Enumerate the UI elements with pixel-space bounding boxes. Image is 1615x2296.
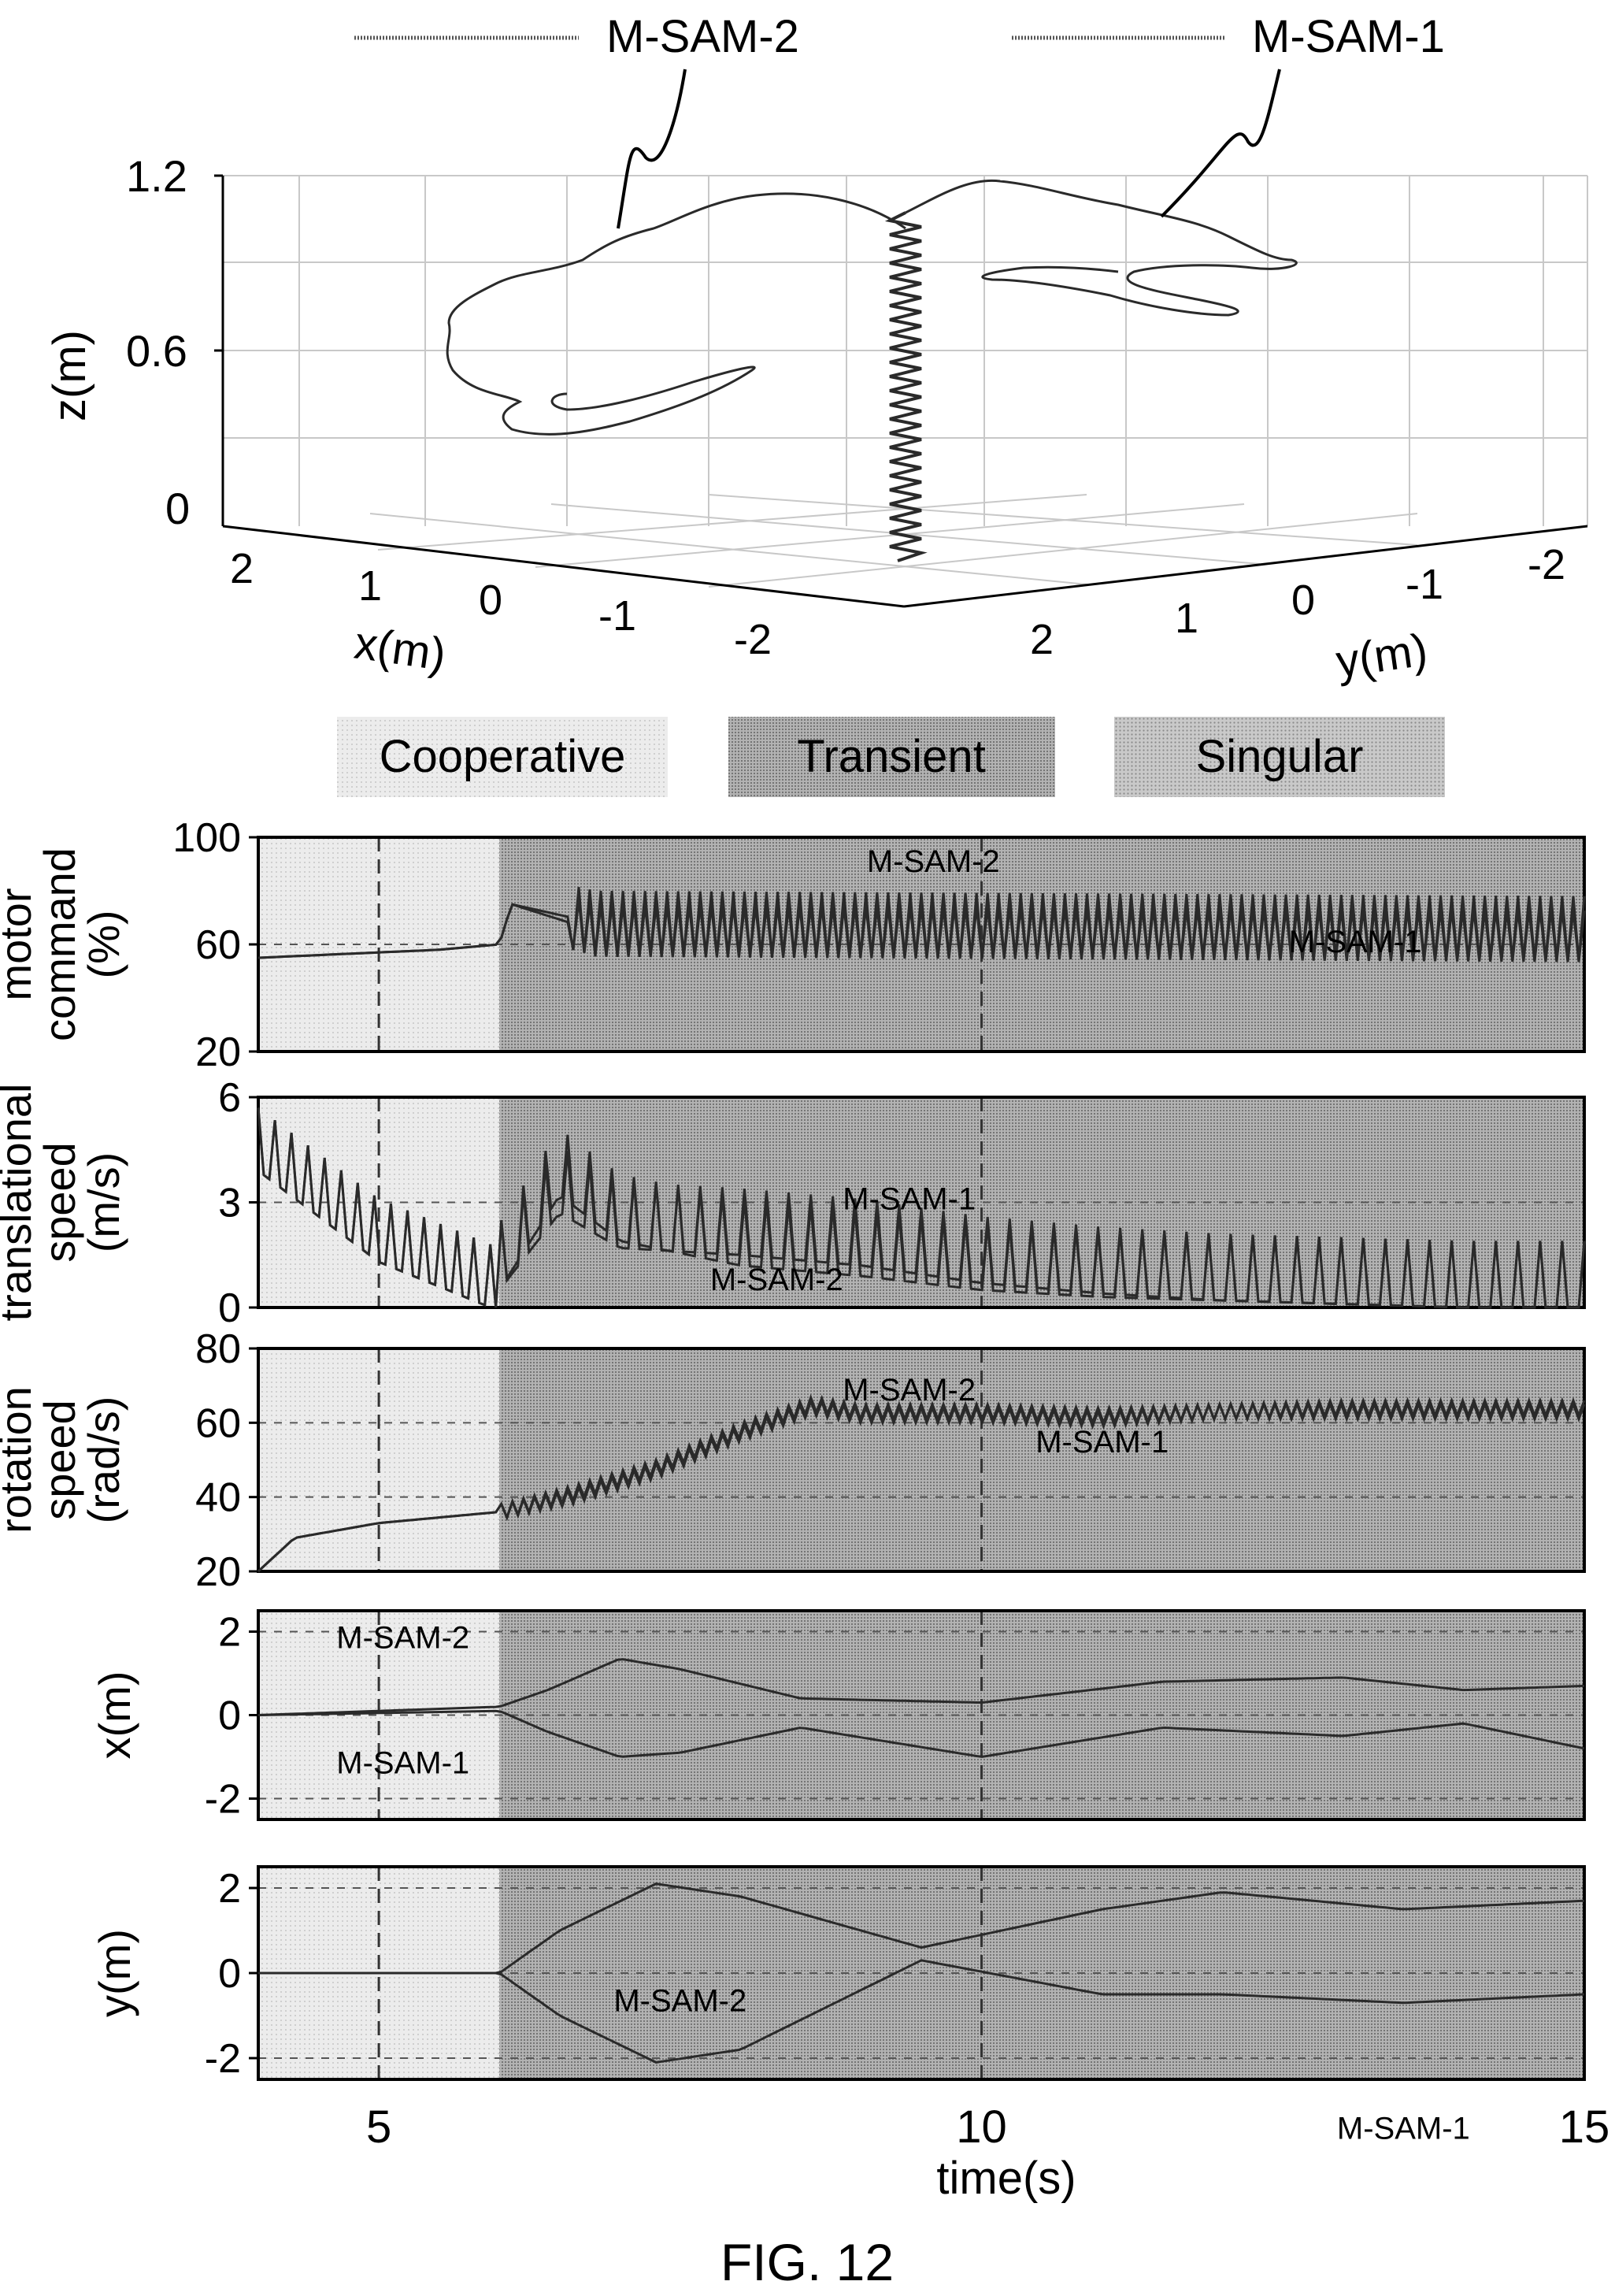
y-tick-1: 1: [1175, 595, 1198, 642]
y-tick-label: 20: [195, 1029, 241, 1075]
y-tick-label: 80: [195, 1326, 241, 1372]
phase-label-singular: Singular: [1196, 731, 1364, 782]
y-tick-label: 60: [195, 1400, 241, 1446]
series-m-sam-2: [257, 887, 1586, 961]
y-axis-label: x(m): [90, 1671, 139, 1760]
y-axis-label: command: [35, 848, 84, 1041]
trajectories-3d: [446, 179, 1298, 562]
x-tick-2: 2: [230, 545, 254, 592]
phase-legend: Cooperative Transient Singular: [337, 717, 1445, 797]
z-axis-label: z(m): [44, 330, 95, 421]
panel-frame: [257, 1347, 1586, 1573]
x-tick-0: 0: [479, 577, 502, 624]
y-tick-label: 40: [195, 1475, 241, 1521]
z-tick-1.2: 1.2: [126, 151, 187, 201]
y-tick-label: -2: [205, 1777, 241, 1823]
leader-msam2-3d: [617, 69, 687, 229]
panel-x-position: 2 0 -2 x(m) M-SAM-2 M-SAM-1: [90, 1609, 1586, 1823]
annotation-m-sam-2: M-SAM-2: [843, 1373, 976, 1408]
y-tick-label: 0: [218, 1951, 241, 1997]
annotation-m-sam-1: M-SAM-1: [336, 1746, 469, 1781]
legend-3d: M-SAM-2 M-SAM-1: [354, 11, 1445, 62]
y-axis-label: y(m): [90, 1929, 139, 2017]
z-tick-0: 0: [165, 484, 190, 533]
z-tick-0.6: 0.6: [126, 326, 187, 376]
y-tick-label: 20: [195, 1549, 241, 1595]
y-axis-label: (%): [79, 910, 128, 978]
phase-bg-transient: [499, 1097, 1584, 1307]
y-axis-label: speed: [35, 1142, 84, 1263]
trajectory-msam2: [446, 192, 906, 436]
y-tick-neg2: -2: [1528, 541, 1565, 588]
series-m-sam-2: [257, 1393, 1586, 1573]
y-tick-label: 2: [218, 1610, 241, 1656]
axes-3d: [214, 174, 1588, 608]
phase-label-transient: Transient: [797, 731, 986, 782]
series-m-sam-1: [257, 1709, 1585, 1758]
y-axis-label: (m/s): [79, 1152, 128, 1253]
x-axis-label-3d: x(m): [351, 618, 449, 681]
y-axis-label: motor: [0, 888, 40, 1000]
leaders-3d: [617, 69, 1281, 229]
y-tick-label: 2: [218, 1866, 241, 1912]
annotation-m-sam-2: M-SAM-2: [336, 1621, 469, 1656]
phase-bg-transient: [499, 1611, 1584, 1819]
y-tick-label: 100: [172, 815, 241, 861]
panel-y-position: 2 0 -2 y(m) M-SAM-2 M-SAM-1 5 10 15: [90, 1865, 1610, 2153]
x-tick-1: 1: [358, 562, 382, 610]
phase-bg-transient: [499, 1348, 1584, 1571]
annotation-m-sam-1: M-SAM-1: [1035, 1425, 1169, 1460]
y-axis-label-3d: y(m): [1333, 624, 1431, 688]
series-m-sam-2: [257, 1107, 1586, 1309]
x-tick-neg1: -1: [598, 592, 636, 640]
x-tick-neg2: -2: [734, 616, 772, 663]
annotation-m-sam-2: M-SAM-2: [613, 1984, 746, 2019]
y-axis-label: speed: [35, 1400, 84, 1520]
figure-label: FIG. 12: [720, 2233, 894, 2291]
y-tick-label: 3: [218, 1181, 241, 1226]
y-axis-label: (rad/s): [79, 1397, 128, 1524]
leader-msam1-3d: [1160, 69, 1281, 218]
phase-swatch-transient: [728, 717, 1055, 797]
time-axis-label: time(s): [936, 2153, 1076, 2204]
x-tick-label: 10: [956, 2101, 1007, 2153]
phase-swatch-cooperative: [337, 717, 668, 797]
legend-label-msam2: M-SAM-2: [606, 11, 799, 62]
phase-label-cooperative: Cooperative: [380, 731, 626, 782]
trajectory-coil: [884, 211, 928, 562]
y-tick-label: -2: [205, 2036, 241, 2082]
trajectory-3d-plot: M-SAM-2 M-SAM-1: [44, 11, 1588, 688]
y-tick-label: 60: [195, 922, 241, 968]
series-m-sam-2: [257, 1658, 1585, 1716]
y-tick-neg1: -1: [1406, 561, 1443, 608]
time-series-panels: 1006020motorcommand(%)M-SAM-2M-SAM-1630t…: [0, 815, 1609, 2153]
annotation-m-sam-1: M-SAM-1: [843, 1181, 976, 1216]
y-tick-2: 2: [1030, 616, 1054, 663]
legend-label-msam1: M-SAM-1: [1252, 11, 1445, 62]
x-tick-label: 5: [366, 2101, 391, 2153]
y-tick-label: 6: [218, 1075, 241, 1121]
x-tick-label: 15: [1559, 2101, 1610, 2153]
annotation-m-sam-2: M-SAM-2: [710, 1263, 843, 1297]
annotation-m-sam-1: M-SAM-1: [1289, 925, 1422, 959]
phase-swatch-singular: [1114, 717, 1445, 797]
y-tick-label: 0: [218, 1285, 241, 1331]
phase-bg-transient: [499, 1867, 1584, 2079]
annotation-m-sam-2: M-SAM-2: [867, 844, 1000, 879]
y-axis-label: rotation: [0, 1386, 40, 1534]
trajectory-msam1: [905, 179, 1298, 317]
annotation-m-sam-1: M-SAM-1: [1337, 2112, 1470, 2146]
y-axis-label: translational: [0, 1084, 40, 1322]
series-m-sam-1: [258, 1959, 1585, 2064]
y-tick-label: 0: [218, 1693, 241, 1739]
y-tick-0: 0: [1291, 577, 1315, 624]
